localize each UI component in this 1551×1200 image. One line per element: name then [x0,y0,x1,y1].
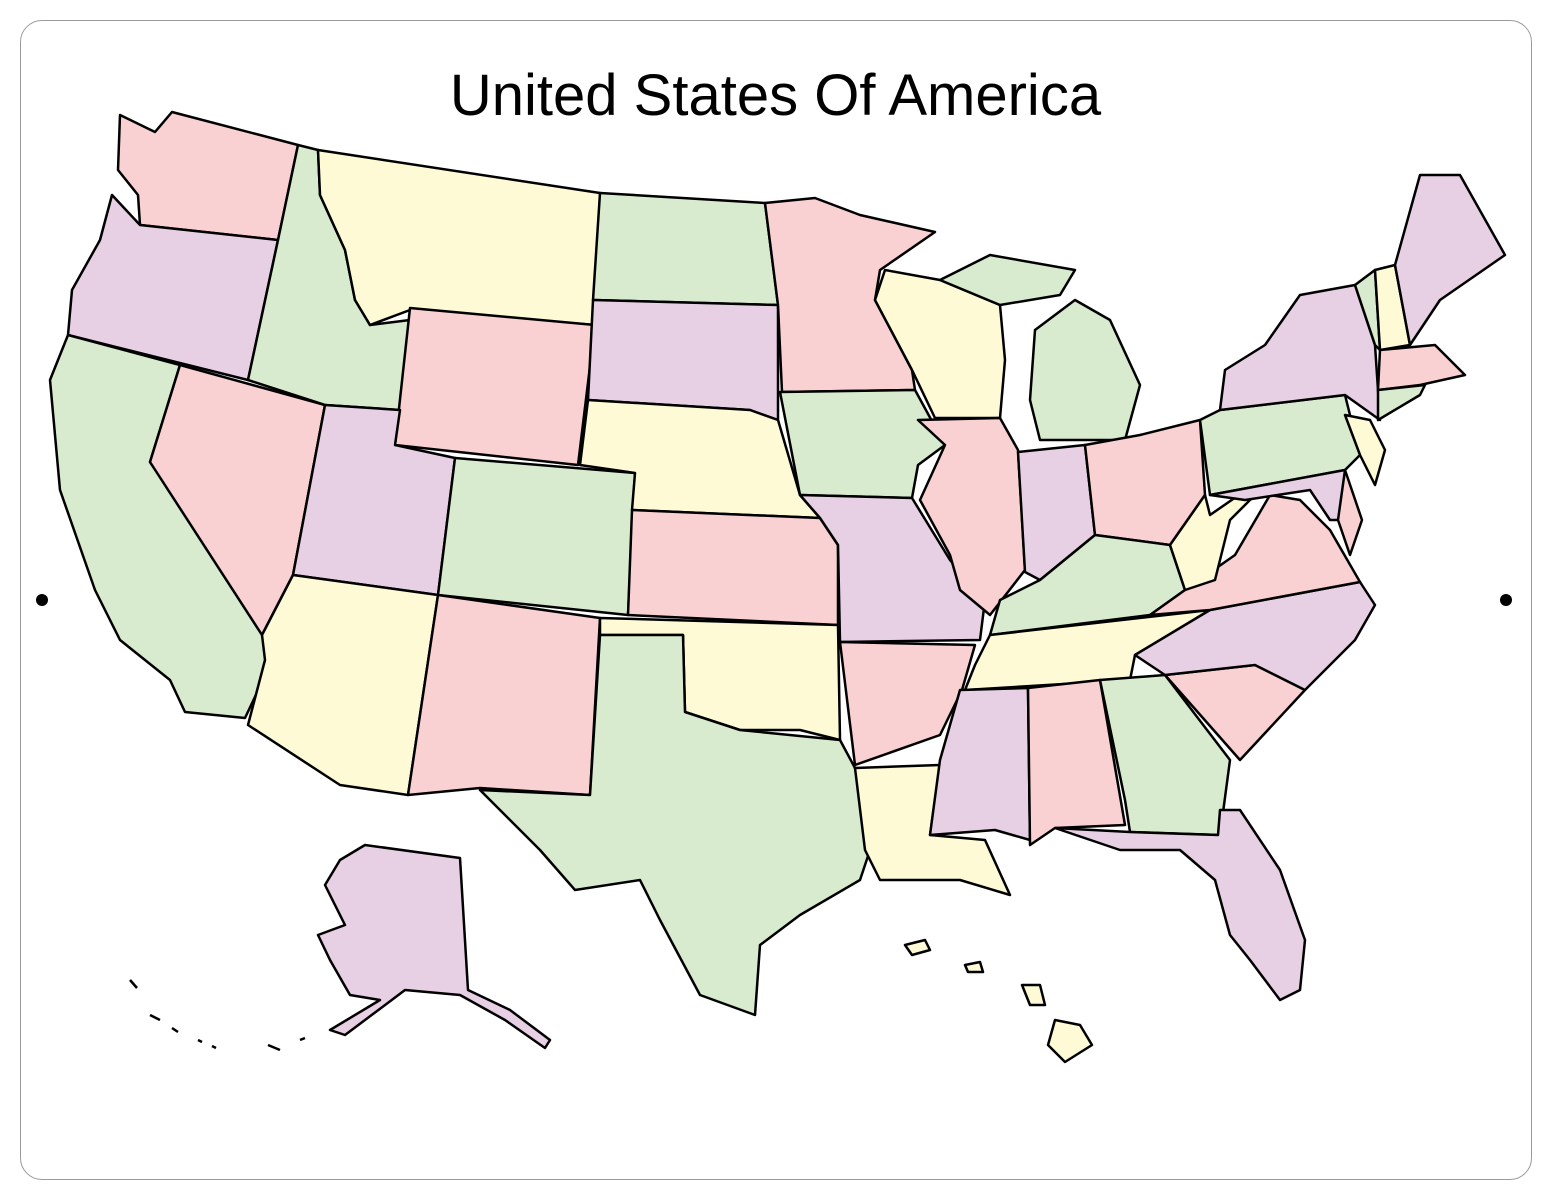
map-title: United States Of America [449,63,1102,128]
state-kansas [626,508,840,627]
aleutian-island [299,1036,306,1042]
state-new-mexico [406,593,602,797]
aleutian-island [171,1026,179,1034]
state-connecticut [1376,383,1427,422]
state-alabama [1026,678,1127,847]
state-arizona [246,573,440,797]
state-texas [478,633,872,1017]
state-michigan-upper [938,253,1077,307]
state-montana [316,148,602,327]
state-wyoming [393,306,597,467]
state-florida [1053,808,1307,1002]
right-bullet-dot [1500,594,1512,606]
left-bullet-dot [36,594,48,606]
state-north-dakota [591,191,780,307]
state-michigan-lower [1028,298,1142,442]
state-oregon [66,193,280,382]
state-washington [116,110,300,242]
state-new-jersey [1343,413,1387,487]
state-maine [1393,173,1507,347]
aleutian-island [129,979,138,989]
slide-frame [20,20,1532,1180]
state-hawaii-maui [1020,983,1047,1007]
state-new-york [1218,283,1382,422]
state-missouri [798,493,987,644]
state-massachusetts [1376,343,1467,392]
state-hawaii-big-island [1046,1018,1094,1064]
state-illinois [916,416,1027,617]
aleutian-island [149,1013,161,1022]
state-colorado [436,456,637,617]
aleutian-island [211,1044,217,1050]
state-hawaii-kauai [903,938,932,957]
state-delaware [1336,468,1364,557]
state-alaska [316,843,552,1050]
state-arkansas [838,640,977,767]
state-iowa [778,388,947,500]
aleutian-island [267,1043,281,1052]
state-hawaii-oahu [963,960,985,974]
aleutian-island [197,1038,203,1044]
